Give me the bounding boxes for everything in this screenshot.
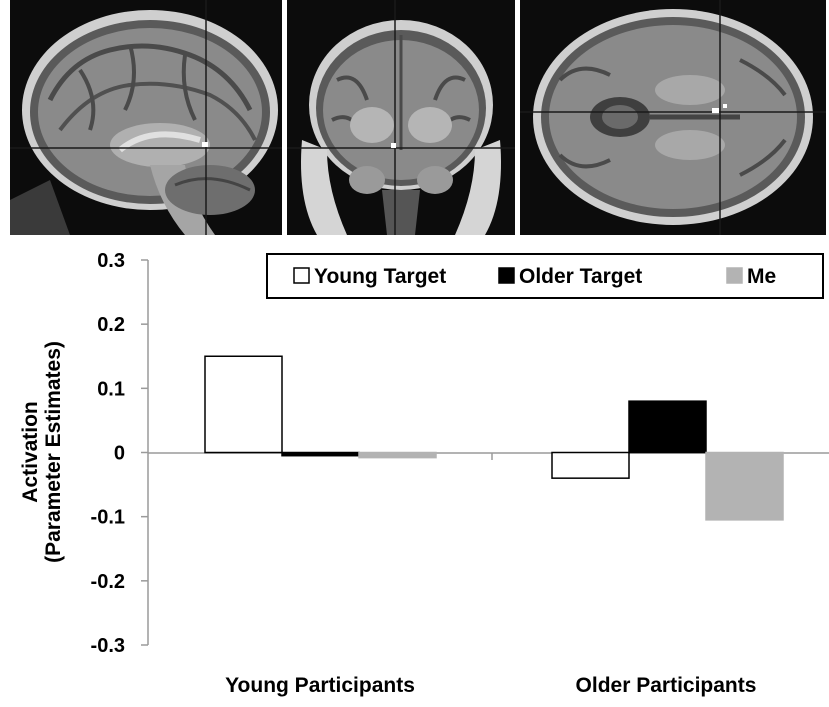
- bar-me-older-participants: [705, 451, 784, 521]
- y-tick-label: -0.3: [91, 635, 125, 657]
- legend-label: Young Target: [314, 265, 446, 288]
- bar-older-target-young-participants: [281, 451, 360, 457]
- y-tick-label: -0.2: [91, 571, 125, 593]
- bar-series: [204, 355, 784, 521]
- brain-images: [0, 0, 829, 235]
- bar-chart-svg: Activation (Parameter Estimates) 0.30.20…: [19, 250, 829, 697]
- y-axis-label-line2: (Parameter Estimates): [42, 341, 65, 563]
- axial-brain-svg: [520, 0, 826, 235]
- y-tick-label: 0.2: [97, 314, 125, 336]
- sagittal-brain-image: [10, 0, 282, 235]
- bar-young-target-older-participants: [551, 451, 630, 479]
- legend-swatch: [726, 267, 743, 284]
- y-tick-label: -0.1: [91, 507, 125, 529]
- bar-me-young-participants: [358, 451, 437, 459]
- legend-items: Young Target Older Target Me: [293, 265, 776, 288]
- legend-swatch: [498, 267, 515, 284]
- y-tick-label: 0.3: [97, 250, 125, 272]
- y-axis-ticks: 0.3 0.2 0.1 0 -0.1 -0.2 -0.3: [91, 250, 148, 657]
- bar-young-target-young-participants: [204, 355, 283, 454]
- legend-swatch: [293, 267, 310, 284]
- y-tick-label: 0: [114, 443, 125, 465]
- bar-chart: Activation (Parameter Estimates) 0.3 0.2 0…: [0, 240, 829, 702]
- legend-label: Me: [747, 265, 776, 288]
- x-axis-category-labels: Young Participants Older Participants: [225, 674, 756, 697]
- sagittal-brain-svg: [10, 0, 282, 235]
- legend: Young Target Older Target Me: [266, 253, 824, 299]
- bar-older-target-older-participants: [628, 400, 707, 454]
- coronal-brain-image: [287, 0, 515, 235]
- coronal-brain-svg: [287, 0, 515, 235]
- x-category-label: Young Participants: [225, 674, 415, 697]
- legend-label: Older Target: [519, 265, 642, 288]
- y-axis-label-line1: Activation: [19, 401, 42, 503]
- y-axis-title: Activation (Parameter Estimates): [19, 341, 65, 563]
- y-tick-label: 0.1: [97, 378, 125, 400]
- axial-brain-image: [520, 0, 826, 235]
- x-category-label: Older Participants: [576, 674, 757, 697]
